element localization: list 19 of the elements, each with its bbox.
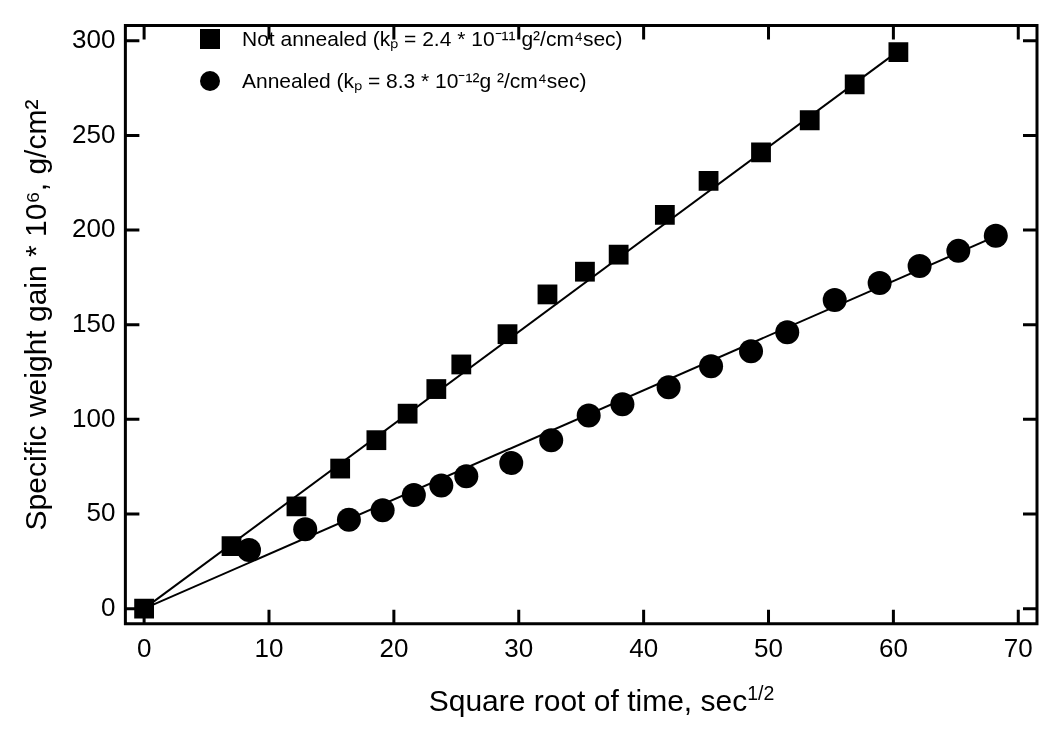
y-axis-title: Specific weight gain * 10⁶, g/cm² xyxy=(19,99,53,531)
y-tick-label: 200 xyxy=(71,213,116,244)
x-tick-label: 60 xyxy=(878,632,908,663)
y-tick-label: 0 xyxy=(100,591,116,622)
x-tick-label: 70 xyxy=(1003,632,1033,663)
x-tick-label: 0 xyxy=(136,632,152,663)
x-tick-label: 40 xyxy=(629,632,659,663)
y-tick-label: 250 xyxy=(71,118,116,149)
x-tick-label: 20 xyxy=(379,632,409,663)
x-tick-label: 10 xyxy=(254,632,284,663)
legend-label: Annealed (kₚ = 8.3 * 10⁻¹²g ²/cm⁴sec) xyxy=(242,68,587,95)
x-tick-label: 30 xyxy=(504,632,534,663)
y-tick-label: 150 xyxy=(71,307,116,338)
x-axis-title: Square root of time, sec$^{1/2}$ xyxy=(427,682,776,718)
legend-label: Not annealed (kₚ = 2.4 * 10⁻¹¹ g²/cm⁴sec) xyxy=(242,26,623,53)
y-tick-label: 100 xyxy=(71,402,116,433)
y-tick-label: 50 xyxy=(86,497,116,528)
y-tick-label: 300 xyxy=(71,23,116,54)
x-tick-label: 50 xyxy=(754,632,783,663)
